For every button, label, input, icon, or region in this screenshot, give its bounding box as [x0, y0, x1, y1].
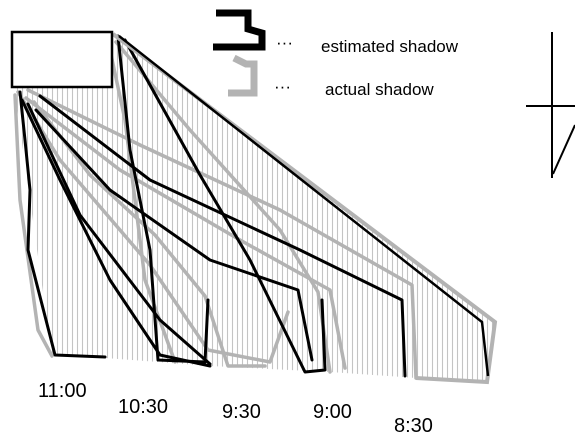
time-label-1030: 10:30	[118, 396, 168, 418]
estimated-shadow-outline-2	[20, 98, 212, 368]
actual-shadow-outline-5	[26, 88, 418, 380]
estimated-shadow-outline-4	[123, 38, 327, 374]
estimated-shadow-outline-7	[38, 94, 407, 378]
actual-shadow-legend-label: actual shadow	[325, 80, 434, 99]
direction-marker	[526, 32, 575, 178]
time-label-0930: 9:30	[222, 401, 261, 423]
time-label-1100: 11:00	[38, 380, 87, 402]
actual-shadow-outline-1	[13, 93, 54, 358]
actual-shadow-legend-icon	[228, 54, 258, 97]
actual-legend-dots: ···	[274, 77, 291, 96]
actual-shadow-outline-2	[16, 90, 290, 364]
estimated-shadow-outline-5	[34, 108, 314, 362]
estimated-shadow-legend-icon	[213, 9, 266, 51]
estimated-shadow-envelope	[118, 35, 490, 377]
time-label-0830: 8:30	[394, 415, 433, 437]
estimated-shadow-legend-label: estimated shadow	[321, 37, 459, 56]
estimated-shadow-outline-6	[26, 102, 212, 366]
actual-shadow-envelope	[111, 32, 498, 385]
estimated-shadow-outlines	[18, 34, 407, 378]
estimated-shadow-outline-1	[18, 90, 107, 359]
shadow-hatched-region	[14, 34, 495, 382]
time-label-0900: 9:00	[313, 401, 352, 423]
actual-shadow-outline-7	[32, 100, 267, 368]
actual-shadow-outline-4	[24, 96, 347, 370]
estimated-legend-dots: ···	[276, 33, 293, 52]
estimated-shadow-outline-3	[116, 34, 210, 364]
legend: ··· estimated shadow ··· actual shadow	[213, 9, 459, 99]
object-rectangle	[10, 30, 114, 89]
